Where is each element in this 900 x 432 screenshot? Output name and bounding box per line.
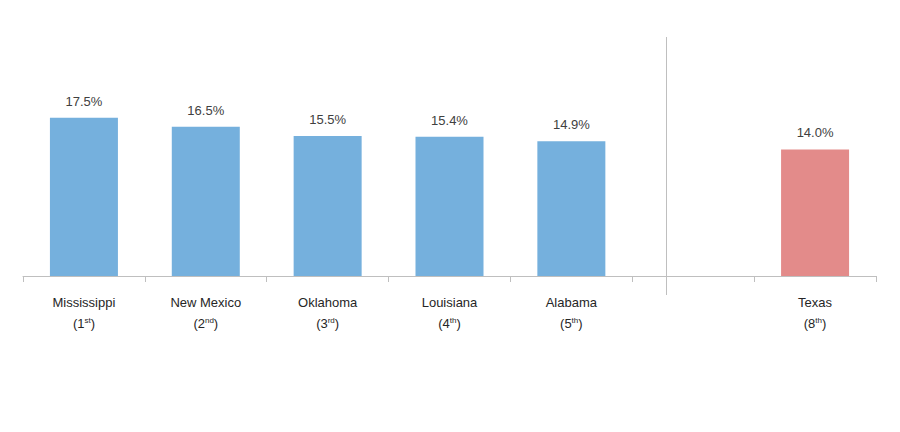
svg-text:th: th <box>572 316 579 325</box>
svg-text:Oklahoma: Oklahoma <box>298 295 358 310</box>
svg-text:): ) <box>91 316 95 331</box>
svg-text:): ) <box>822 316 826 331</box>
svg-text:): ) <box>335 316 339 331</box>
svg-text:14.9%: 14.9% <box>553 117 590 132</box>
svg-text:(1: (1 <box>73 316 85 331</box>
svg-text:Texas: Texas <box>798 295 832 310</box>
svg-text:(2: (2 <box>193 316 205 331</box>
svg-text:st: st <box>84 315 91 325</box>
svg-text:(4: (4 <box>438 316 450 331</box>
svg-text:(8: (8 <box>804 316 816 331</box>
svg-text:17.5%: 17.5% <box>65 94 102 109</box>
svg-text:Alabama: Alabama <box>546 295 598 310</box>
svg-text:nd: nd <box>205 316 214 325</box>
svg-text:): ) <box>456 316 460 331</box>
svg-text:New Mexico: New Mexico <box>170 295 241 310</box>
svg-text:(3: (3 <box>316 316 328 331</box>
svg-text:th: th <box>815 316 822 325</box>
svg-text:th: th <box>450 316 457 325</box>
svg-text:16.5%: 16.5% <box>187 103 224 118</box>
svg-text:15.5%: 15.5% <box>309 112 346 127</box>
svg-text:15.4%: 15.4% <box>431 113 468 128</box>
svg-text:rd: rd <box>328 316 335 325</box>
svg-text:): ) <box>578 316 582 331</box>
svg-text:Mississippi: Mississippi <box>53 295 116 310</box>
svg-text:Louisiana: Louisiana <box>422 295 478 310</box>
svg-text:(5: (5 <box>560 316 572 331</box>
svg-text:14.0%: 14.0% <box>797 125 834 140</box>
svg-text:): ) <box>214 316 218 331</box>
